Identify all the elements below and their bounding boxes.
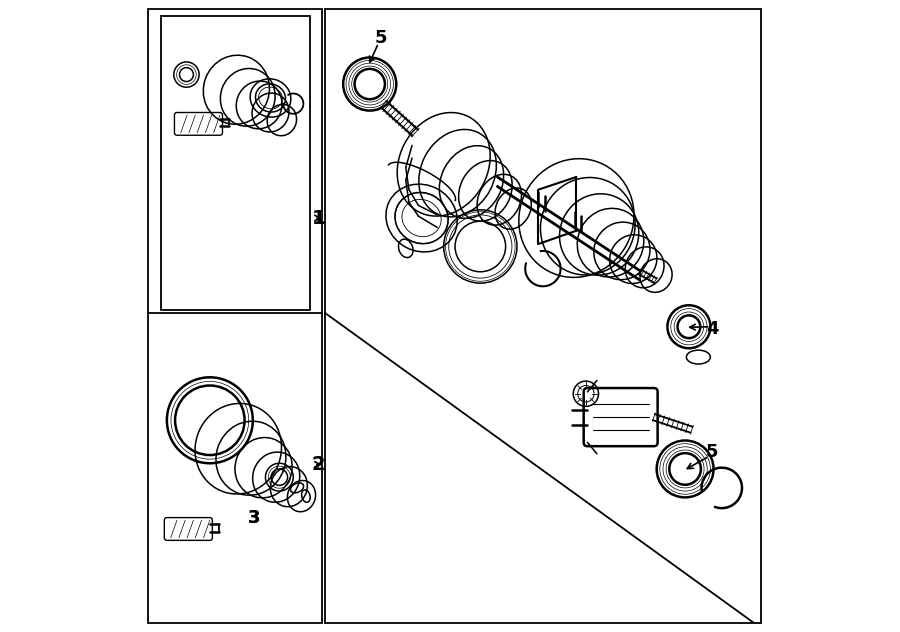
Bar [148, 9, 322, 623]
Text: 1: 1 [311, 209, 326, 228]
Text: 5: 5 [706, 443, 718, 461]
Text: 3: 3 [248, 509, 260, 527]
Bar [160, 16, 310, 310]
Bar [325, 9, 760, 623]
Text: 2: 2 [311, 455, 326, 474]
Text: 3: 3 [248, 509, 260, 527]
Text: 4: 4 [706, 320, 718, 337]
Text: 5: 5 [374, 29, 387, 47]
